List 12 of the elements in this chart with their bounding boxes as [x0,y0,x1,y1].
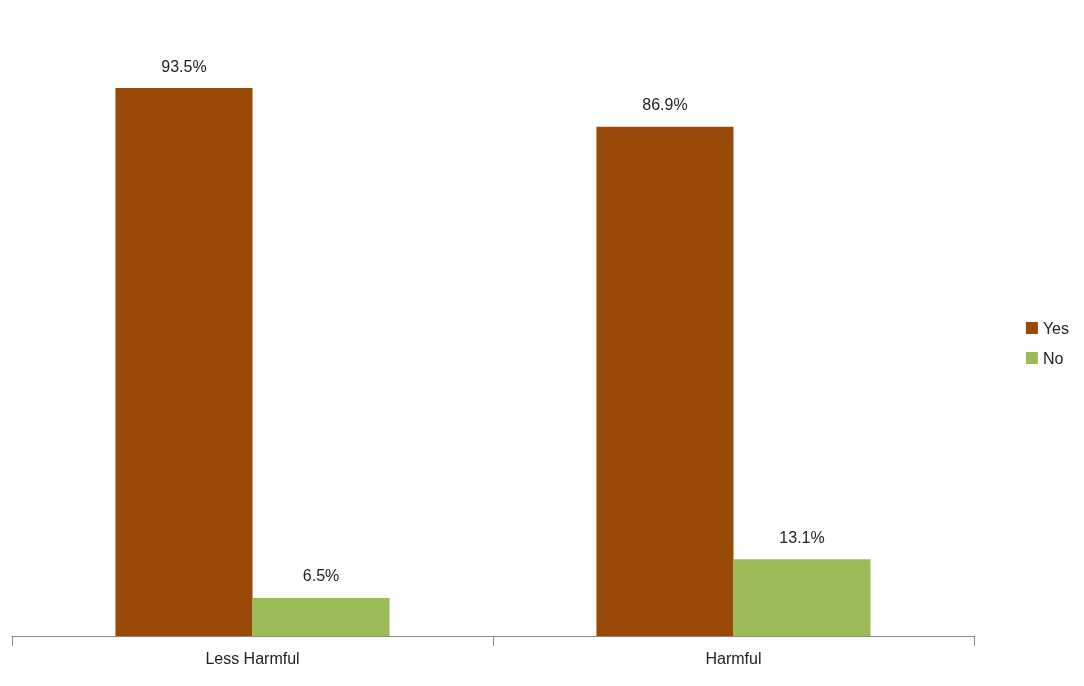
data-label: 6.5% [302,567,340,585]
data-label: 93.5% [161,57,207,75]
x-tick-label: Harmful [705,649,762,667]
data-label: 86.9% [642,96,688,114]
legend-label: No [1042,349,1064,367]
bar [115,88,253,636]
legend-label: Yes [1042,319,1070,337]
x-tick-label: Less Harmful [205,649,300,667]
bar [596,126,734,636]
bar [252,597,390,636]
data-label: 13.1% [779,528,825,546]
bar [733,559,871,636]
